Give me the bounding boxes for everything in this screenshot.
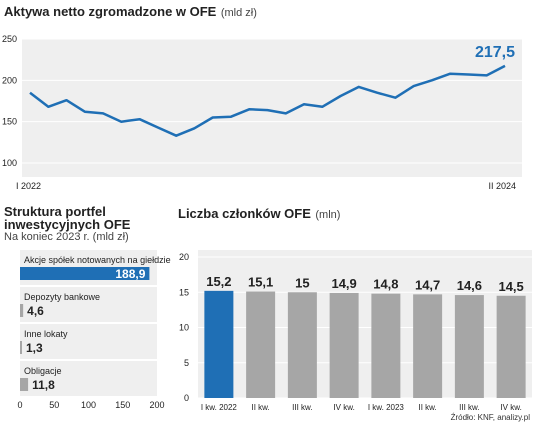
portfolio-category-label: Obligacje — [24, 366, 62, 376]
portfolio-row: Akcje spółek notowanych na giełdzie 188,9 — [20, 250, 171, 285]
x-label-end: II 2024 — [488, 181, 516, 191]
members-bar — [454, 295, 484, 398]
members-value-label: 14,8 — [373, 277, 398, 292]
top-title: Aktywa netto zgromadzone w OFE — [4, 4, 217, 19]
members-bar-group: 14,5 IV kw. — [496, 279, 526, 412]
members-bar — [204, 290, 234, 398]
members-ytick-label: 0 — [184, 393, 189, 403]
portfolio-value-label: 4,6 — [27, 304, 44, 318]
members-value-label: 14,7 — [415, 277, 440, 292]
portfolio-xtick-label: 200 — [149, 400, 164, 410]
line-ytick-label: 100 — [2, 158, 17, 168]
members-value-label: 14,6 — [457, 278, 482, 293]
members-category-label: I kw. 2023 — [368, 403, 405, 412]
portfolio-row: Depozyty bankowe 4,6 — [20, 287, 157, 322]
members-ytick-label: 20 — [179, 252, 189, 262]
left-chart-title: Struktura portfel inwestycyjnych OFE Na … — [4, 205, 130, 244]
portfolio-bar — [20, 267, 150, 280]
line-ytick-label: 250 — [2, 34, 17, 44]
portfolio-xtick-label: 100 — [81, 400, 96, 410]
members-bar — [371, 293, 401, 398]
members-category-label: II kw. — [419, 403, 437, 412]
portfolio-bar-chart: 0 50 100 150 200 Akcje spółek notowanych na … — [17, 250, 171, 410]
portfolio-value-label: 188,9 — [115, 267, 145, 281]
members-ytick-label: 5 — [184, 358, 189, 368]
members-ytick-label: 10 — [179, 323, 189, 333]
members-category-label: III kw. — [292, 403, 312, 412]
portfolio-row-background — [20, 287, 157, 322]
members-category-label: I kw. 2022 — [201, 403, 238, 412]
members-bar-group: 14,7 II kw. — [413, 277, 443, 412]
members-bar-group: 14,6 III kw. — [454, 278, 484, 412]
members-bar-group: 14,9 IV kw. — [329, 276, 359, 412]
portfolio-value-label: 1,3 — [26, 341, 43, 355]
members-category-label: IV kw. — [500, 403, 521, 412]
portfolio-category-label: Akcje spółek notowanych na giełdzie — [24, 255, 171, 265]
members-bar — [287, 292, 317, 398]
left-title-line1: Struktura portfel — [4, 204, 106, 219]
portfolio-row-background — [20, 361, 157, 396]
portfolio-bar — [20, 304, 24, 317]
members-bar — [329, 292, 359, 398]
portfolio-bar — [20, 341, 22, 354]
left-title-line2: inwestycyjnych OFE — [4, 217, 131, 232]
portfolio-xtick-label: 0 — [17, 400, 22, 410]
members-category-label: IV kw. — [333, 403, 354, 412]
portfolio-row: Inne lokaty 1,3 — [20, 324, 157, 359]
portfolio-value-label: 11,8 — [32, 378, 55, 392]
line-last-value-label: 217,5 — [475, 44, 515, 61]
portfolio-row-background — [20, 324, 157, 359]
top-unit: (mld zł) — [220, 7, 257, 19]
portfolio-xtick-label: 150 — [115, 400, 130, 410]
portfolio-category-label: Inne lokaty — [24, 329, 68, 339]
top-chart-title: Aktywa netto zgromadzone w OFE (mld zł) — [4, 3, 257, 21]
right-unit: (mln) — [315, 209, 341, 221]
members-value-label: 15 — [295, 275, 309, 290]
portfolio-xtick-label: 50 — [49, 400, 59, 410]
portfolio-row: Obligacje 11,8 — [20, 361, 157, 396]
right-title: Liczba członków OFE — [178, 206, 311, 221]
members-category-label: II kw. — [252, 403, 270, 412]
left-subtitle: Na koniec 2023 r. (mld zł) — [4, 231, 129, 243]
members-value-label: 14,9 — [331, 276, 356, 291]
members-bar — [246, 291, 276, 398]
members-bar — [413, 294, 443, 398]
x-label-start: I 2022 — [16, 181, 41, 191]
assets-line-chart: 100 150 200 250 217,5 I 2022 II 2024 — [2, 34, 522, 191]
portfolio-category-label: Depozyty bankowe — [24, 292, 100, 302]
line-series-aktywa — [29, 64, 506, 137]
members-ytick-label: 15 — [179, 287, 189, 297]
members-bar-group: 15,1 II kw. — [246, 275, 276, 412]
members-bar-group: 15 III kw. — [287, 275, 317, 412]
members-bar-group: 15,2 I kw. 2022 — [201, 274, 238, 412]
line-ytick-label: 200 — [2, 75, 17, 85]
members-bar-group: 14,8 I kw. 2023 — [368, 277, 405, 412]
members-value-label: 15,1 — [248, 275, 273, 290]
line-ytick-label: 150 — [2, 117, 17, 127]
members-value-label: 15,2 — [206, 274, 231, 289]
line-chart-background — [22, 39, 522, 177]
members-bar — [496, 295, 526, 398]
source-note: Źródło: KNF, analizy.pl — [450, 413, 530, 422]
portfolio-bar — [20, 378, 29, 391]
members-value-label: 14,5 — [498, 279, 523, 294]
right-chart-title: Liczba członków OFE (mln) — [178, 205, 340, 223]
members-bar-chart: 0 5 10 15 20 15,2 I kw. 2022 15,1 II kw. 15 III k… — [179, 250, 532, 412]
members-category-label: III kw. — [459, 403, 479, 412]
